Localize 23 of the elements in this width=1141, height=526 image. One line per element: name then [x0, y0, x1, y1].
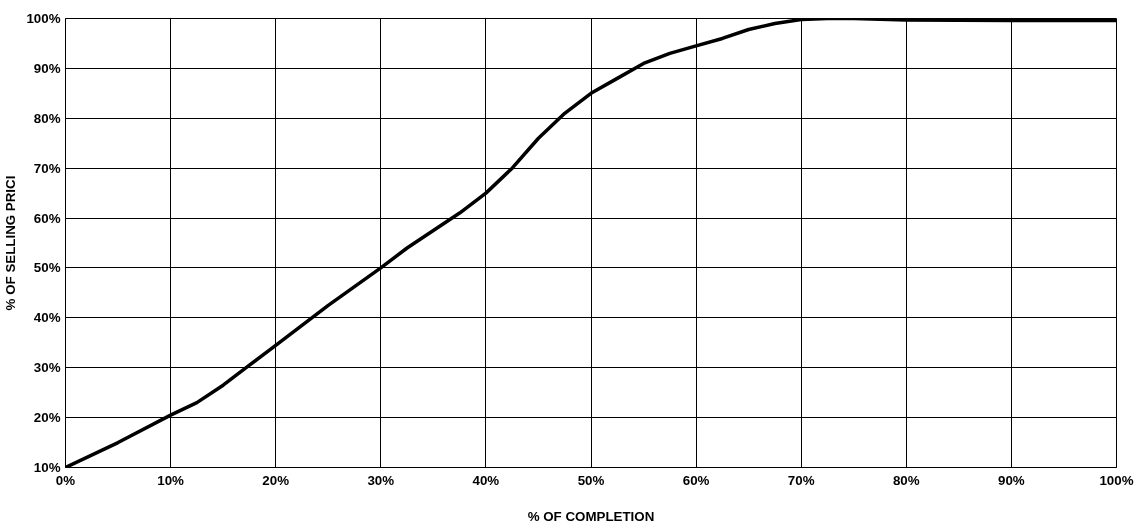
x-tick-label: 30%: [367, 472, 395, 488]
y-tick-label: 100%: [26, 11, 61, 26]
x-axis-title: % OF COMPLETION: [527, 508, 655, 524]
y-tick-label: 40%: [33, 310, 61, 326]
x-tick-label: 60%: [682, 472, 710, 488]
x-tick-label: 50%: [577, 472, 605, 488]
x-tick-label: 90%: [998, 472, 1025, 488]
x-tick-label: 80%: [892, 472, 920, 488]
y-tick-label: 10%: [33, 460, 61, 475]
y-tick-label: 30%: [33, 360, 61, 376]
y-tick-label: 90%: [33, 60, 61, 76]
x-tick-label: 0%: [55, 472, 76, 488]
y-tick-label: 80%: [33, 110, 61, 126]
y-axis-title: % OF SELLING PRICI: [3, 175, 19, 311]
y-tick-label: 50%: [33, 260, 61, 276]
y-tick-label: 20%: [33, 410, 61, 426]
x-tick-label: 100%: [1099, 472, 1134, 488]
x-tick-label: 70%: [787, 472, 815, 488]
y-tick-label: 70%: [33, 160, 61, 176]
x-tick-label: 20%: [262, 472, 290, 488]
x-tick-label: 10%: [157, 472, 185, 488]
y-tick-label: 60%: [33, 210, 61, 226]
x-tick-label: 40%: [472, 472, 500, 488]
